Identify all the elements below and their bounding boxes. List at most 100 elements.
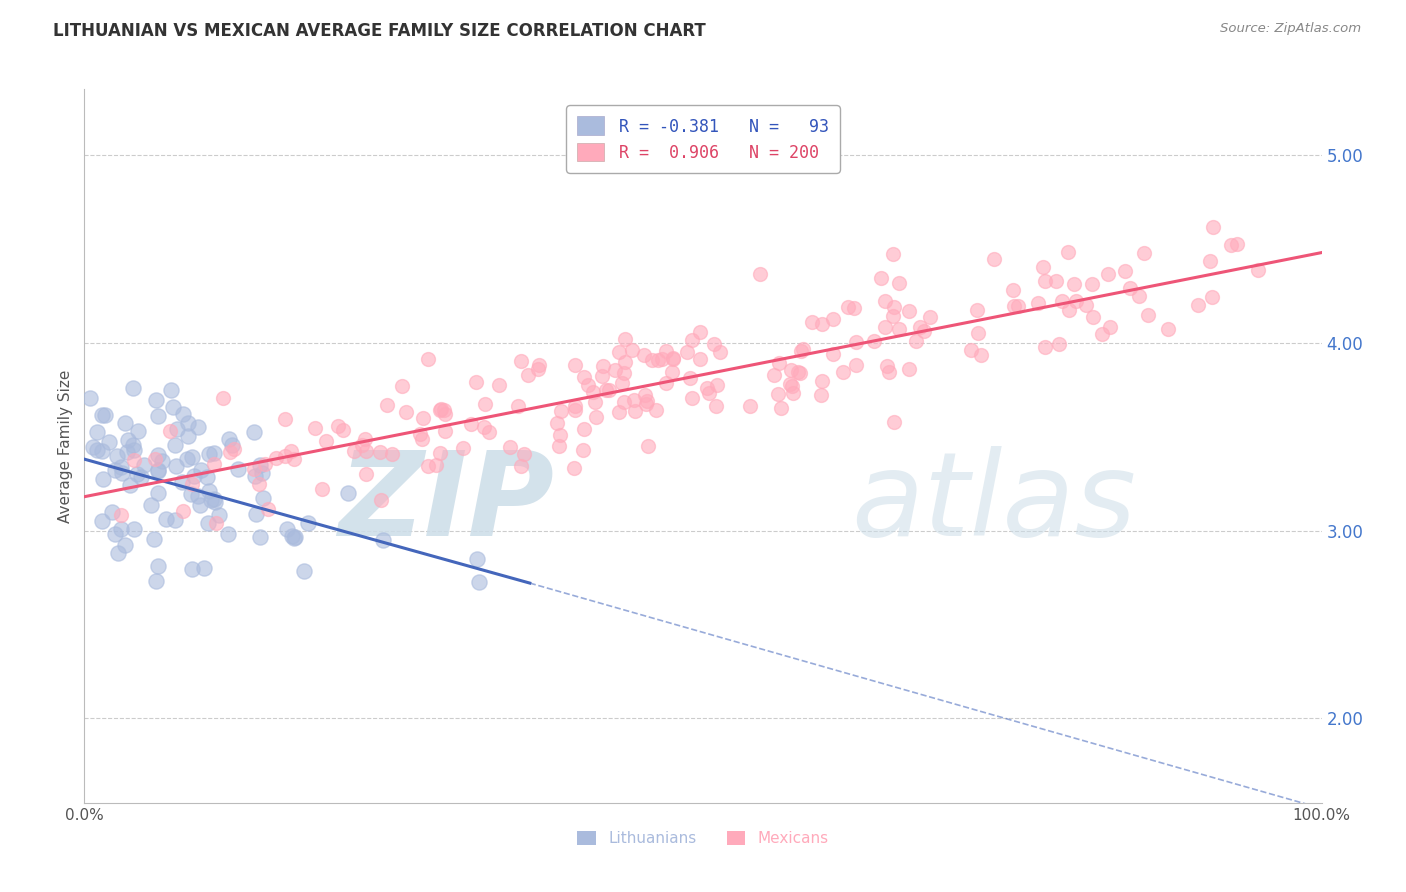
Point <box>242 462 264 476</box>
Point <box>356 467 378 481</box>
Point <box>166 422 188 436</box>
Point <box>1002 299 1025 313</box>
Point <box>181 476 204 491</box>
Point <box>172 504 194 518</box>
Point <box>583 395 606 409</box>
Point <box>740 399 762 413</box>
Point <box>145 574 167 588</box>
Point <box>689 352 711 367</box>
Point <box>676 344 699 359</box>
Point <box>250 466 273 480</box>
Point <box>845 335 868 350</box>
Point <box>837 300 859 314</box>
Point <box>145 393 167 408</box>
Point <box>146 463 169 477</box>
Point <box>411 432 433 446</box>
Point <box>564 358 586 372</box>
Point <box>221 438 243 452</box>
Point <box>607 345 630 359</box>
Point <box>763 368 786 383</box>
Point <box>162 401 184 415</box>
Point <box>1080 277 1102 291</box>
Point <box>165 459 187 474</box>
Point <box>681 391 703 405</box>
Point <box>1026 296 1049 310</box>
Point <box>181 561 204 575</box>
Point <box>706 399 728 413</box>
Point <box>1045 274 1067 288</box>
Point <box>651 352 673 367</box>
Point <box>912 324 935 338</box>
Point <box>82 440 104 454</box>
Point <box>284 530 307 544</box>
Point <box>641 353 664 368</box>
Point <box>208 508 231 522</box>
Point <box>122 443 145 458</box>
Point <box>264 450 287 465</box>
Point <box>183 469 205 483</box>
Point <box>1226 236 1249 251</box>
Point <box>1247 263 1270 277</box>
Point <box>598 383 620 397</box>
Point <box>274 449 297 463</box>
Point <box>562 461 585 475</box>
Point <box>202 457 225 471</box>
Point <box>564 399 586 413</box>
Point <box>603 362 626 376</box>
Point <box>117 433 139 447</box>
Point <box>91 408 114 422</box>
Point <box>160 383 183 397</box>
Point <box>1033 340 1056 354</box>
Point <box>1219 237 1241 252</box>
Point <box>1098 320 1121 334</box>
Point <box>245 508 267 522</box>
Point <box>613 366 636 380</box>
Point <box>789 344 811 359</box>
Point <box>195 470 218 484</box>
Point <box>198 447 221 461</box>
Point <box>792 342 814 356</box>
Point <box>696 381 718 395</box>
Point <box>898 304 921 318</box>
Point <box>614 355 637 369</box>
Point <box>155 512 177 526</box>
Point <box>908 320 931 334</box>
Point <box>103 526 125 541</box>
Point <box>1050 294 1073 309</box>
Point <box>433 407 456 421</box>
Point <box>678 371 700 385</box>
Point <box>165 438 187 452</box>
Point <box>706 377 728 392</box>
Point <box>508 399 530 413</box>
Point <box>204 494 226 508</box>
Point <box>548 428 571 442</box>
Point <box>125 467 148 481</box>
Point <box>146 465 169 479</box>
Point <box>655 343 678 358</box>
Point <box>122 438 145 452</box>
Point <box>105 449 128 463</box>
Point <box>283 531 305 545</box>
Point <box>1002 283 1025 297</box>
Point <box>610 376 633 391</box>
Point <box>122 381 145 395</box>
Point <box>661 365 683 379</box>
Point <box>143 532 166 546</box>
Point <box>375 399 398 413</box>
Point <box>883 415 905 429</box>
Point <box>256 501 278 516</box>
Point <box>311 482 333 496</box>
Point <box>226 462 249 476</box>
Point <box>122 453 145 467</box>
Point <box>163 512 186 526</box>
Point <box>127 424 149 438</box>
Point <box>887 321 910 335</box>
Point <box>354 443 377 458</box>
Point <box>1007 299 1029 313</box>
Point <box>148 448 170 462</box>
Point <box>509 354 531 368</box>
Point <box>887 276 910 290</box>
Point <box>662 351 685 366</box>
Point <box>782 386 804 401</box>
Point <box>883 300 905 314</box>
